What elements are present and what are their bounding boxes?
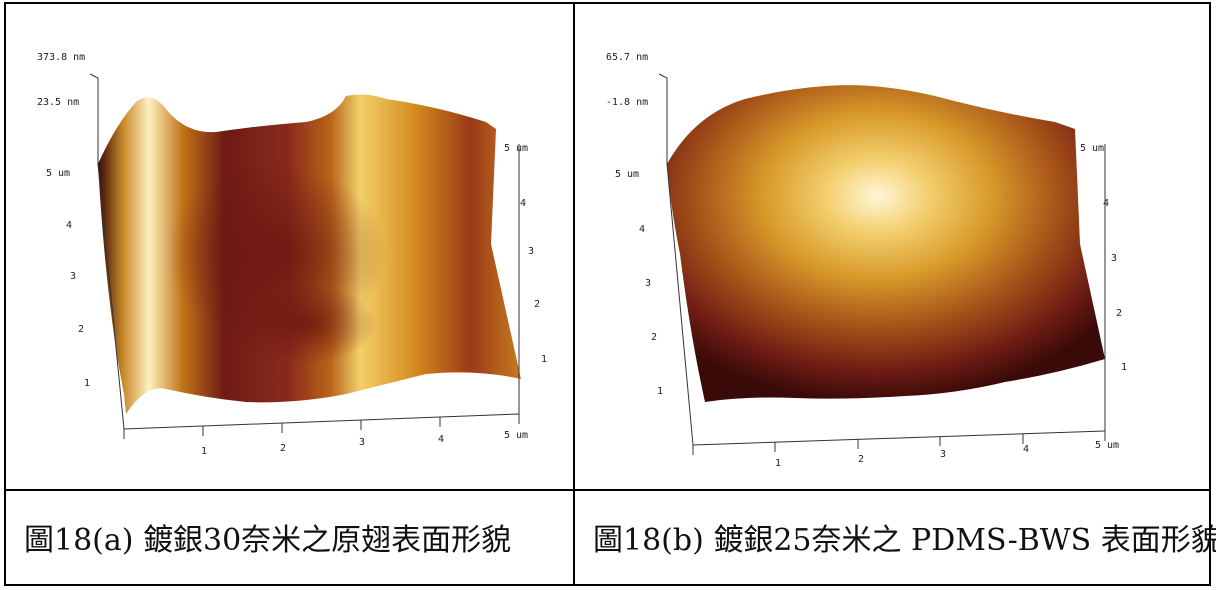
y-tick-label-left: 4 [66,220,72,231]
afm-image-b-cell: 65.7 nm -1.8 nm 1 2 3 4 5 um 5 um 4 [575,4,1209,489]
column-divider [573,4,575,584]
y-tick-label-left: 1 [657,386,663,397]
figure-caption-a: 圖18(a) 鍍銀30奈米之原翅表面形貌 [24,523,512,558]
afm-image-b: 65.7 nm -1.8 nm 1 2 3 4 5 um 5 um 4 [606,52,1127,469]
y-axis-left [97,163,125,430]
z-axis [89,73,99,164]
figure-caption-b: 圖18(b) 鍍銀25奈米之 PDMS-BWS 表面形貌 [593,523,1216,558]
y-tick-label-right: 2 [534,299,540,310]
x-tick-label: 2 [280,443,286,454]
surface-texture-2 [236,284,376,364]
figure-table: 373.8 nm 23.5 nm 1 2 3 4 5 um 5 um [4,2,1216,586]
y-tick-label-left: 1 [84,378,90,389]
y-tick-label-right: 5 um [1080,143,1104,154]
y-tick-label-right: 3 [1111,253,1117,264]
y-tick-label-left: 5 um [46,168,70,179]
z-mid-label: 23.5 nm [37,97,79,108]
z-axis [658,73,668,164]
y-tick-label-right: 1 [541,354,547,365]
x-axis [692,430,1106,446]
y-tick-label-left: 3 [70,271,76,282]
z-max-label: 373.8 nm [37,52,85,63]
caption-cell-a: 圖18(a) 鍍銀30奈米之原翅表面形貌 [6,491,573,584]
z-mid-label: -1.8 nm [606,97,648,108]
x-tick-label: 5 um [504,430,528,441]
y-tick-label-left: 4 [639,224,645,235]
y-tick-label-right: 2 [1116,308,1122,319]
x-tick-label: 1 [201,446,207,457]
x-tick-label: 3 [940,449,946,460]
y-tick-label-right: 4 [1103,198,1109,209]
x-axis [123,413,520,430]
y-tick-label-left: 3 [645,278,651,289]
x-tick-label: 4 [1023,444,1029,455]
y-tick-label-left: 2 [78,324,84,335]
x-tick-label: 5 um [1095,440,1119,451]
x-tick-label: 2 [858,454,864,465]
y-tick-label-right: 1 [1121,362,1127,373]
y-axis-left [666,163,694,446]
surface-b [667,85,1105,402]
x-ticks-a [123,414,520,439]
y-tick-label-right: 5 um [504,143,528,154]
x-ticks-b [692,431,1106,455]
caption-cell-b: 圖18(b) 鍍銀25奈米之 PDMS-BWS 表面形貌 [575,491,1216,584]
afm-image-a-cell: 373.8 nm 23.5 nm 1 2 3 4 5 um 5 um [6,4,573,489]
y-tick-label-left: 2 [651,332,657,343]
afm-image-a: 373.8 nm 23.5 nm 1 2 3 4 5 um 5 um [37,52,547,457]
row-divider [6,489,1209,491]
z-max-label: 65.7 nm [606,52,648,63]
y-tick-label-right: 3 [528,246,534,257]
x-tick-label: 3 [359,437,365,448]
y-tick-label-left: 5 um [615,169,639,180]
x-tick-label: 1 [775,458,781,469]
y-tick-label-right: 4 [520,198,526,209]
x-tick-label: 4 [438,434,444,445]
